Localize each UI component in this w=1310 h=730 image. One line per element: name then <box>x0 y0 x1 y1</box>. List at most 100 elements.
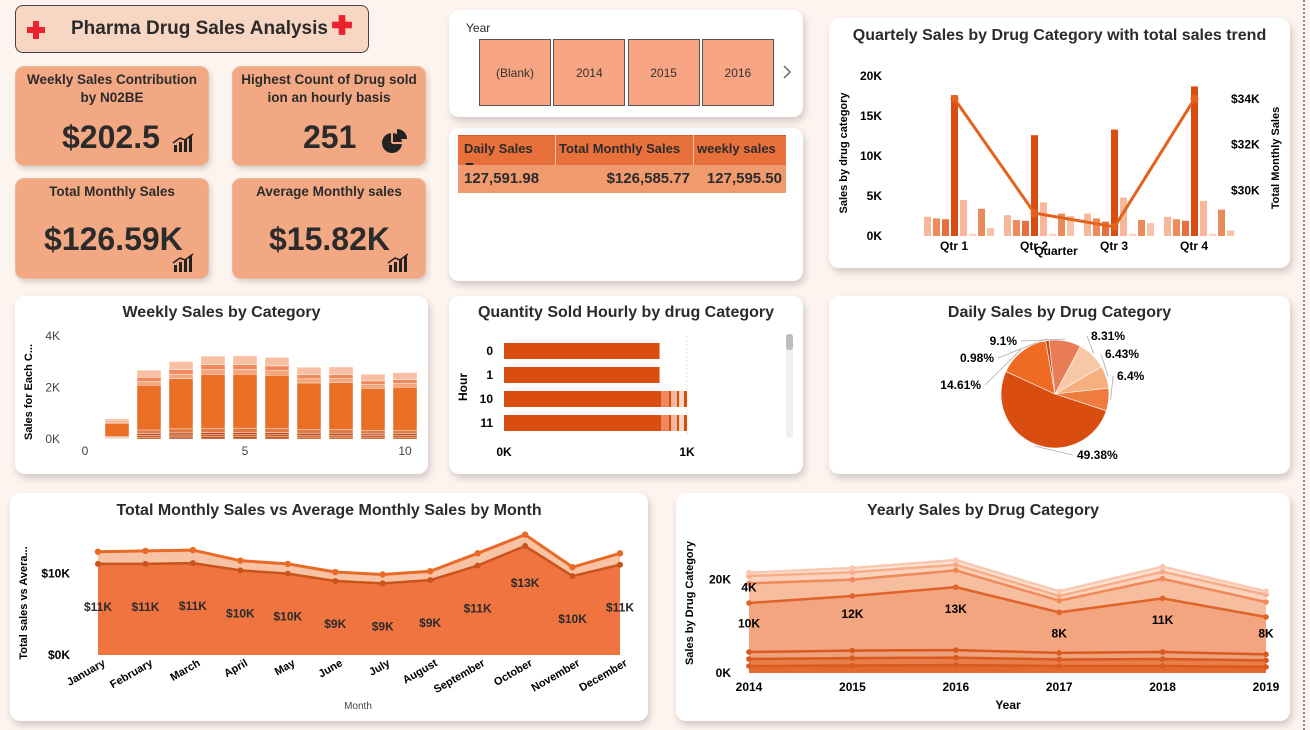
pie-label: 6.43% <box>1105 347 1139 361</box>
x-tick-label: 2016 <box>942 680 969 694</box>
data-point <box>953 662 959 668</box>
bar-segment <box>264 357 290 367</box>
bar-segment <box>200 355 226 366</box>
dashboard-header: Pharma Drug Sales Analysis <box>15 5 369 53</box>
bar <box>924 216 931 236</box>
bar-segment <box>136 429 162 434</box>
bar <box>960 200 967 236</box>
bar <box>1040 202 1047 236</box>
x-tick-label: September <box>432 657 488 696</box>
data-point <box>1056 609 1062 616</box>
kpi-title: Weekly Sales Contribution by N02BE <box>26 72 198 105</box>
bar-segment <box>296 366 322 375</box>
data-point <box>379 571 386 578</box>
data-point <box>284 560 292 568</box>
bar-segment <box>328 366 354 375</box>
hourly-quantity-chart: Hour 0 1 10 11 0K 1K <box>456 336 695 459</box>
y2-tick-label: $32K <box>1231 138 1260 152</box>
data-point <box>1263 614 1269 620</box>
x-tick-label: 0K <box>496 445 512 459</box>
pie-chart-icon <box>380 129 408 160</box>
year-option[interactable]: (Blank) <box>479 39 551 106</box>
x-tick-label: 10 <box>398 444 412 458</box>
summary-table-card: Daily Sales Total Monthly Sales weekly s… <box>449 128 803 281</box>
bar <box>1049 233 1056 236</box>
y2-tick-label: $30K <box>1231 183 1260 197</box>
data-point <box>142 547 149 555</box>
daily-sales-pie-chart: 49.38% 14.61% 0.98% 9.1% 8.31% 6.43% 6.4% <box>940 329 1144 462</box>
bar <box>1147 223 1154 236</box>
bar-segment <box>296 436 322 440</box>
page-divider <box>1303 0 1305 730</box>
scrollbar-thumb[interactable] <box>786 334 793 350</box>
bar-segment <box>232 369 258 375</box>
data-point <box>1056 663 1062 669</box>
pie-label: 8.31% <box>1091 329 1125 343</box>
chevron-right-icon[interactable] <box>781 64 793 85</box>
year-option[interactable]: 2015 <box>627 39 700 106</box>
table-header-daily-sales[interactable]: Daily Sales <box>464 141 533 156</box>
data-point <box>1056 650 1062 656</box>
data-point <box>953 584 959 590</box>
data-point <box>427 577 434 584</box>
data-point <box>189 560 196 567</box>
x-axis-label: Quarter <box>1034 244 1078 258</box>
data-label: $11K <box>464 602 492 616</box>
bar-segment <box>392 372 418 380</box>
bar-segment <box>200 436 226 440</box>
bar-segment <box>200 432 226 435</box>
bar-segment <box>392 435 418 438</box>
scrollbar[interactable] <box>786 334 793 438</box>
chart-title: Quantity Sold Hourly by drug Category <box>477 304 775 321</box>
data-label: 11K <box>1152 613 1174 627</box>
data-label: $13K <box>511 576 540 590</box>
bar <box>504 343 660 359</box>
bar-segment <box>232 436 258 440</box>
quarterly-sales-chart-card: Quartely Sales by Drug Category with tot… <box>829 18 1290 268</box>
bar-segment <box>328 382 354 430</box>
data-point <box>332 568 339 576</box>
bar <box>987 228 994 236</box>
bar <box>1129 233 1136 236</box>
data-point <box>1263 657 1269 664</box>
series-line <box>748 663 1267 669</box>
series-line <box>748 656 1267 662</box>
bar-segment <box>232 355 258 365</box>
bar-segment <box>328 378 354 383</box>
y-tick-label: 4K <box>45 329 60 343</box>
year-option[interactable]: 2016 <box>701 39 774 106</box>
y-tick-label: 1 <box>486 368 493 382</box>
bar <box>504 391 687 407</box>
data-label: $10K <box>273 610 302 624</box>
bar-segment <box>264 436 290 440</box>
data-point <box>849 655 856 661</box>
year-slicer: Year (Blank) 2014 2015 2016 <box>449 10 803 117</box>
y-tick-label: 10 <box>480 392 494 406</box>
bar-segment <box>136 435 162 438</box>
bar-segment <box>136 385 162 431</box>
y-tick-label: 2K <box>45 381 60 395</box>
data-point <box>569 573 576 580</box>
x-tick-label: 2019 <box>1253 680 1280 694</box>
bar-segment <box>328 374 354 379</box>
pie-label: 14.61% <box>940 378 981 392</box>
bar-segment <box>168 369 194 375</box>
data-label: 8K <box>1258 627 1274 641</box>
bar <box>1120 197 1127 236</box>
bar <box>1164 216 1171 236</box>
table-header-weekly[interactable]: weekly sales <box>697 141 776 156</box>
year-option[interactable]: 2014 <box>553 39 626 106</box>
data-point <box>953 561 959 568</box>
y-tick-label: 20K <box>860 69 882 83</box>
bar-segment <box>661 415 669 431</box>
data-point <box>746 649 752 655</box>
data-point <box>1263 664 1269 670</box>
bar-segment <box>264 375 290 429</box>
area-total <box>98 546 620 655</box>
table-header-total-monthly[interactable]: Total Monthly Sales <box>559 141 681 156</box>
data-point <box>237 567 244 574</box>
x-tick-label: April <box>222 657 250 680</box>
data-label: 13K <box>945 602 967 616</box>
table-cell: 127,591.98 <box>464 170 540 187</box>
leader-line <box>984 349 1022 386</box>
